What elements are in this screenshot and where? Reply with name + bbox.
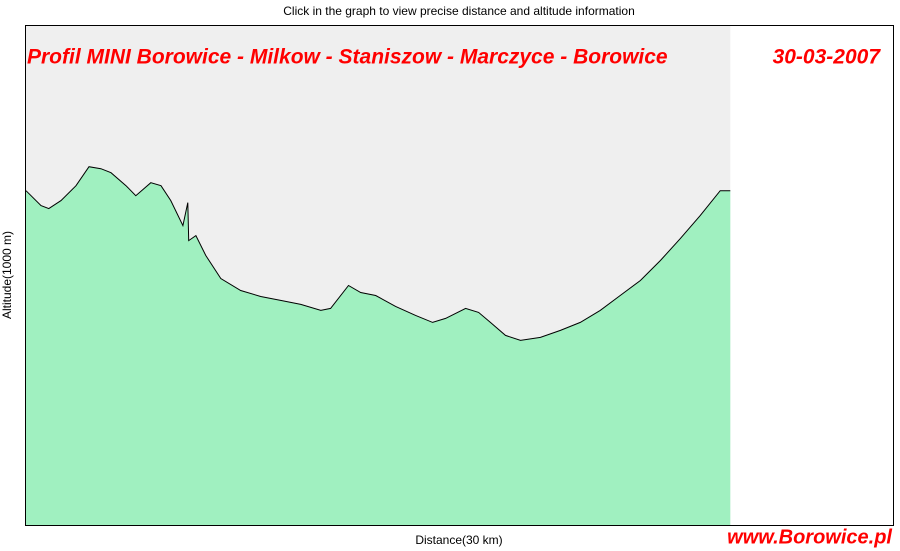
- watermark: www.Borowice.pl: [727, 526, 892, 548]
- chart-title: Profil MINI Borowice - Milkow - Staniszo…: [27, 46, 668, 69]
- area-fill: [26, 166, 731, 525]
- x-axis-label: Distance(30 km): [415, 533, 502, 547]
- header: Click in the graph to view precise dista…: [283, 4, 635, 18]
- chart-date: 30-03-2007: [773, 46, 882, 69]
- y-axis-label: Altitude(1000 m): [0, 231, 14, 319]
- profile-line: [25, 166, 731, 341]
